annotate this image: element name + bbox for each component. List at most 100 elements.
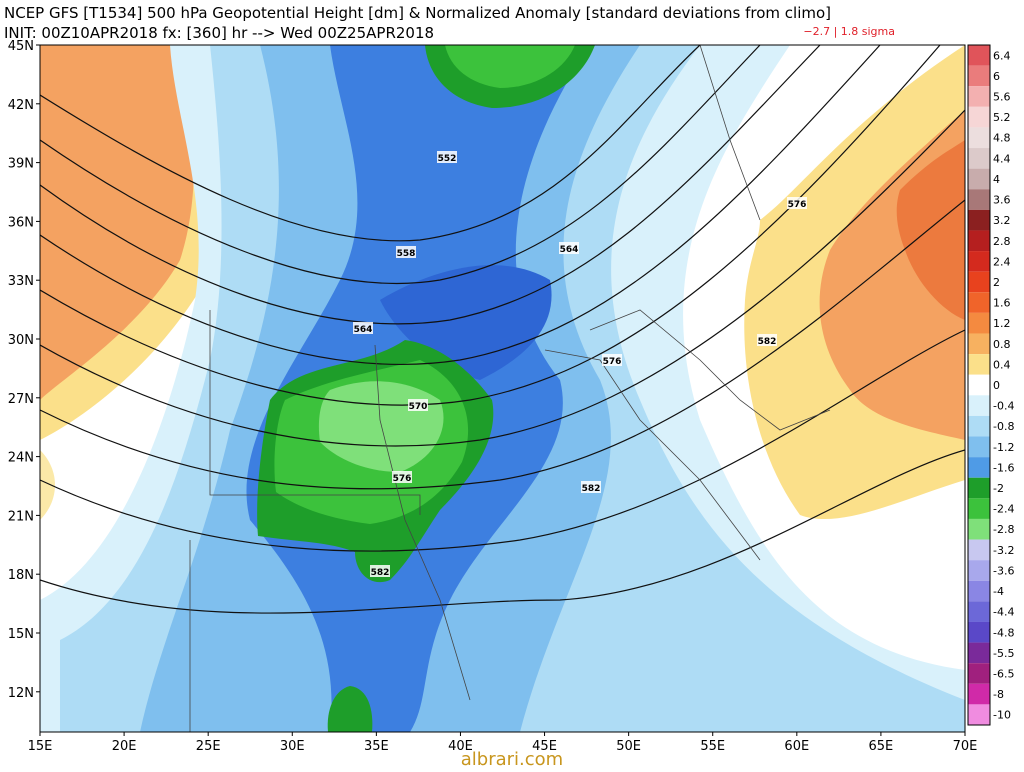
- colorbar-swatch: [968, 209, 990, 231]
- colorbar-label: -10: [993, 709, 1011, 722]
- contour-label-bg: [353, 322, 373, 334]
- lat-label: 27N: [8, 392, 34, 407]
- colorbar-label: 5.6: [993, 91, 1011, 104]
- contour-label: 564: [560, 245, 579, 255]
- colorbar-label: -1.6: [993, 461, 1014, 474]
- lon-label: 25E: [196, 739, 221, 754]
- colorbar-swatch: [968, 415, 990, 437]
- colorbar-swatch: [968, 621, 990, 643]
- colorbar-swatch: [968, 704, 990, 725]
- lat-label: 21N: [8, 509, 34, 524]
- colorbar-label: -5.5: [993, 647, 1014, 660]
- colorbar-label: 2.4: [993, 255, 1011, 268]
- colorbar-label: -2.8: [993, 523, 1014, 536]
- colorbar-swatch: [968, 498, 990, 519]
- colorbar-label: -3.2: [993, 544, 1014, 557]
- lat-label: 15N: [8, 627, 34, 642]
- watermark: albrari.com: [461, 749, 563, 768]
- colorbar-swatch: [968, 168, 990, 190]
- colorbar-label: 6: [993, 70, 1000, 83]
- lat-label: 30N: [8, 333, 34, 348]
- colorbar-label: -2.4: [993, 503, 1014, 516]
- contour-label: 570: [409, 402, 428, 412]
- colorbar-label: 0.4: [993, 358, 1011, 371]
- lat-label: 33N: [8, 274, 34, 289]
- contour-label-bg: [559, 242, 579, 254]
- colorbar-label: -0.8: [993, 420, 1014, 433]
- colorbar-label: 0: [993, 379, 1000, 392]
- colorbar-swatch: [968, 354, 990, 375]
- contour-label-bg: [787, 197, 807, 209]
- lat-label: 12N: [8, 686, 34, 701]
- colorbar-swatch: [968, 106, 990, 128]
- lon-label: 15E: [28, 739, 53, 754]
- contour-label-bg: [757, 334, 777, 346]
- colorbar-swatch: [968, 65, 990, 87]
- colorbar-swatch: [968, 663, 990, 684]
- contour-label: 552: [438, 154, 457, 164]
- colorbar-swatch: [968, 312, 990, 334]
- lat-label: 45N: [8, 39, 34, 54]
- colorbar-swatch: [968, 601, 990, 622]
- lat-label: 39N: [8, 157, 34, 172]
- lat-label: 18N: [8, 568, 34, 583]
- colorbar-label: 4.8: [993, 132, 1011, 145]
- colorbar-swatch: [968, 436, 990, 458]
- colorbar-swatch: [968, 45, 990, 66]
- colorbar-label: -3.6: [993, 564, 1014, 577]
- contour-label: 558: [397, 249, 416, 259]
- lat-label: 36N: [8, 215, 34, 230]
- lon-label: 70E: [953, 739, 978, 754]
- lon-label: 40E: [448, 739, 473, 754]
- colorbar-label: -1.2: [993, 441, 1014, 454]
- colorbar-swatch: [968, 560, 990, 581]
- contour-label: 564: [354, 325, 373, 335]
- lon-label: 50E: [616, 739, 641, 754]
- colorbar-label: 5.2: [993, 111, 1011, 124]
- contour-label-bg: [581, 481, 601, 493]
- colorbar-label: 3.2: [993, 214, 1011, 227]
- colorbar-label: 2: [993, 276, 1000, 289]
- contour-label: 582: [582, 484, 601, 494]
- lon-label: 20E: [112, 739, 137, 754]
- colorbar-swatch: [968, 580, 990, 602]
- contour-label: 582: [758, 337, 777, 347]
- colorbar-swatch: [968, 127, 990, 149]
- colorbar-swatch: [968, 230, 990, 252]
- contour-label: 576: [393, 474, 412, 484]
- colorbar-swatch: [968, 374, 990, 396]
- colorbar-swatch: [968, 292, 990, 313]
- contour-label-bg: [396, 246, 416, 258]
- colorbar-label: 4: [993, 173, 1000, 186]
- colorbar-label: 3.6: [993, 194, 1011, 207]
- range-note: −2.7 | 1.8 sigma: [803, 25, 895, 38]
- colorbar-label: 2.8: [993, 235, 1011, 248]
- contour-label-bg: [602, 354, 622, 366]
- colorbar-swatch: [968, 539, 990, 561]
- colorbar-swatch: [968, 86, 990, 107]
- colorbar-label: 1.6: [993, 297, 1011, 310]
- colorbar-frame: [967, 44, 991, 726]
- colorbar-swatch: [968, 189, 990, 210]
- lon-label: 35E: [364, 739, 389, 754]
- colorbar-label: 1.2: [993, 317, 1011, 330]
- colorbar-label: -0.4: [993, 400, 1014, 413]
- lat-label: 24N: [8, 451, 34, 466]
- colorbar-label: -4.8: [993, 626, 1014, 639]
- colorbar-swatch: [968, 148, 990, 169]
- map-field: [40, 45, 965, 732]
- lon-label: 65E: [869, 739, 894, 754]
- contour-label-bg: [370, 565, 390, 577]
- colorbar-label: 6.4: [993, 49, 1011, 62]
- lon-label: 60E: [784, 739, 809, 754]
- lat-label: 42N: [8, 98, 34, 113]
- colorbar-label: -6.5: [993, 667, 1014, 680]
- colorbar-label: 4.4: [993, 152, 1011, 165]
- lon-label: 55E: [700, 739, 725, 754]
- colorbar-label: -8: [993, 688, 1004, 701]
- colorbar-label: 0.8: [993, 338, 1011, 351]
- colorbar-swatch: [968, 271, 990, 293]
- contour-label: 582: [371, 568, 390, 578]
